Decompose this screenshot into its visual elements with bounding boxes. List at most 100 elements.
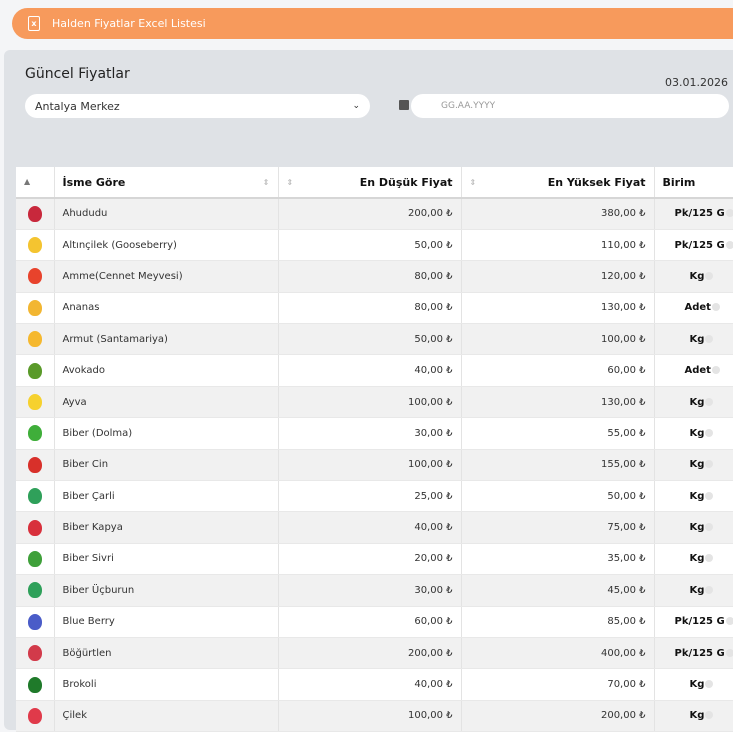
info-dot-icon <box>705 334 714 343</box>
sivri-pepper-icon <box>27 550 42 567</box>
pear-icon <box>27 331 42 348</box>
unit-cell: Kg <box>654 511 733 544</box>
max-price: 85,00 ₺ <box>461 606 655 638</box>
product-name: Blue Berry <box>54 606 279 638</box>
unit: Kg <box>689 584 705 596</box>
min-price: 50,00 ₺ <box>278 323 462 356</box>
product-name: Biber (Dolma) <box>54 417 279 450</box>
table-row[interactable]: Armut (Santamariya) 50,00 ₺ 100,00 ₺ Kg <box>16 323 733 356</box>
min-price: 20,00 ₺ <box>278 543 462 576</box>
unit: Kg <box>689 553 705 565</box>
info-dot-icon <box>725 648 733 657</box>
product-name: Biber Cin <box>54 449 279 482</box>
table-row[interactable]: Ahududu 200,00 ₺ 380,00 ₺ Pk/125 G <box>16 198 733 230</box>
table-row[interactable]: Çilek 100,00 ₺ 200,00 ₺ Kg <box>16 700 733 732</box>
excel-file-icon: x <box>28 16 40 31</box>
unit: Kg <box>689 333 705 345</box>
max-price: 55,00 ₺ <box>461 417 655 450</box>
info-dot-icon <box>725 617 733 626</box>
product-name: Ananas <box>54 292 279 325</box>
broccoli-icon <box>27 676 42 693</box>
table-row[interactable]: Böğürtlen 200,00 ₺ 400,00 ₺ Pk/125 G <box>16 637 733 670</box>
max-price: 155,00 ₺ <box>461 449 655 482</box>
location-select[interactable]: Antalya Merkez ⌄ <box>25 94 370 118</box>
info-dot-icon <box>705 491 714 500</box>
min-price: 80,00 ₺ <box>278 260 462 293</box>
icon-cell <box>16 260 55 293</box>
sort-asc-icon: ▲ <box>24 177 31 186</box>
icon-cell <box>16 637 55 670</box>
min-price: 40,00 ₺ <box>278 511 462 544</box>
table-row[interactable]: Biber Sivri 20,00 ₺ 35,00 ₺ Kg <box>16 543 733 576</box>
info-dot-icon <box>705 397 714 406</box>
max-price: 130,00 ₺ <box>461 386 655 419</box>
unit-cell: Kg <box>654 417 733 450</box>
table-row[interactable]: Blue Berry 60,00 ₺ 85,00 ₺ Pk/125 G <box>16 606 733 638</box>
max-price: 200,00 ₺ <box>461 700 655 732</box>
table-row[interactable]: Biber Üçburun 30,00 ₺ 45,00 ₺ Kg <box>16 574 733 607</box>
unit-cell: Pk/125 G <box>654 229 733 262</box>
unit: Adet <box>684 365 711 377</box>
icon-cell <box>16 574 55 607</box>
unit: Kg <box>689 710 705 722</box>
table-row[interactable]: Biber Çarli 25,00 ₺ 50,00 ₺ Kg <box>16 480 733 513</box>
product-name: Ahududu <box>54 198 279 230</box>
min-price: 40,00 ₺ <box>278 354 462 387</box>
product-name: Altınçilek (Gooseberry) <box>54 229 279 262</box>
info-dot-icon <box>705 554 714 563</box>
min-price: 40,00 ₺ <box>278 668 462 701</box>
table-row[interactable]: Brokoli 40,00 ₺ 70,00 ₺ Kg <box>16 668 733 701</box>
max-price: 75,00 ₺ <box>461 511 655 544</box>
max-price: 50,00 ₺ <box>461 480 655 513</box>
sort-index-header[interactable]: ▲ <box>16 167 55 199</box>
name-column-header[interactable]: İsme Göre ⇕ <box>54 167 279 199</box>
min-price-column-header[interactable]: ⇕ En Düşük Fiyat <box>278 167 462 199</box>
max-price: 60,00 ₺ <box>461 354 655 387</box>
product-name: Armut (Santamariya) <box>54 323 279 356</box>
table-row[interactable]: Altınçilek (Gooseberry) 50,00 ₺ 110,00 ₺… <box>16 229 733 262</box>
icon-cell <box>16 606 55 638</box>
icon-cell <box>16 323 55 356</box>
raspberry-icon <box>27 205 42 222</box>
info-dot-icon <box>705 271 714 280</box>
unit: Kg <box>689 427 705 439</box>
header-label: En Yüksek Fiyat <box>547 175 646 189</box>
bell-pepper-icon <box>27 425 42 442</box>
table-row[interactable]: Amme(Cennet Meyvesi) 80,00 ₺ 120,00 ₺ Kg <box>16 260 733 293</box>
max-price-column-header[interactable]: ⇕ En Yüksek Fiyat <box>461 167 655 199</box>
unit-column-header[interactable]: Birim <box>654 167 733 199</box>
table-row[interactable]: Biber Cin 100,00 ₺ 155,00 ₺ Kg <box>16 449 733 482</box>
icon-cell <box>16 449 55 482</box>
info-dot-icon <box>705 428 714 437</box>
max-price: 100,00 ₺ <box>461 323 655 356</box>
table-row[interactable]: Ayva 100,00 ₺ 130,00 ₺ Kg <box>16 386 733 419</box>
header-label: En Düşük Fiyat <box>359 175 453 189</box>
excel-list-banner[interactable]: x Halden Fiyatlar Excel Listesi <box>12 8 733 39</box>
date-input[interactable] <box>411 94 729 118</box>
table-row[interactable]: Biber (Dolma) 30,00 ₺ 55,00 ₺ Kg <box>16 417 733 450</box>
max-price: 110,00 ₺ <box>461 229 655 262</box>
pineapple-icon <box>27 299 42 316</box>
table-row[interactable]: Avokado 40,00 ₺ 60,00 ₺ Adet <box>16 354 733 387</box>
unit: Kg <box>689 396 705 408</box>
min-price: 100,00 ₺ <box>278 700 462 732</box>
product-name: Biber Çarli <box>54 480 279 513</box>
unit: Kg <box>689 459 705 471</box>
min-price: 60,00 ₺ <box>278 606 462 638</box>
max-price: 120,00 ₺ <box>461 260 655 293</box>
unit: Kg <box>689 679 705 691</box>
product-name: Brokoli <box>54 668 279 701</box>
min-price: 200,00 ₺ <box>278 198 462 230</box>
icon-cell <box>16 292 55 325</box>
icon-cell <box>16 229 55 262</box>
icon-cell <box>16 480 55 513</box>
gooseberry-icon <box>27 237 42 254</box>
unit-cell: Kg <box>654 323 733 356</box>
table-row[interactable]: Ananas 80,00 ₺ 130,00 ₺ Adet <box>16 292 733 325</box>
product-name: Ayva <box>54 386 279 419</box>
min-price: 80,00 ₺ <box>278 292 462 325</box>
product-name: Biber Kapya <box>54 511 279 544</box>
unit: Pk/125 G <box>674 647 725 659</box>
table-row[interactable]: Biber Kapya 40,00 ₺ 75,00 ₺ Kg <box>16 511 733 544</box>
icon-cell <box>16 511 55 544</box>
